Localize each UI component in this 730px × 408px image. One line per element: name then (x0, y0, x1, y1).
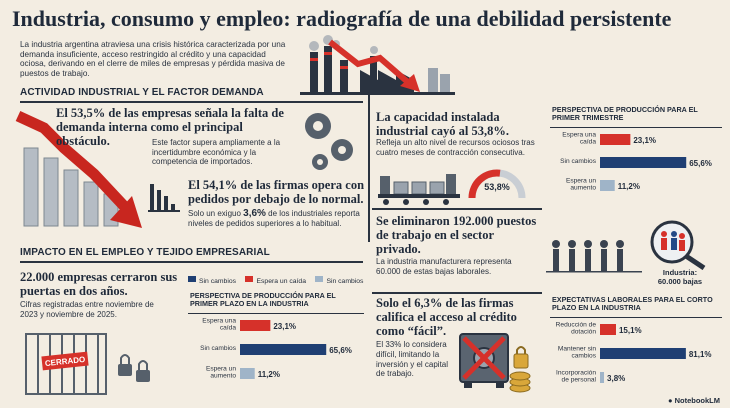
bar-value-label: 3,8% (607, 374, 625, 383)
bar-value-label: 11,2% (618, 182, 640, 191)
bar-category-label: Mantener sin cambios (558, 345, 597, 359)
bar-value-label: 23,1% (633, 136, 656, 145)
stat-orders-big: El 54,1% de las firmas opera con pedidos… (188, 178, 365, 206)
bar-value-label: 65,6% (689, 159, 712, 168)
locked-safe-icon (459, 333, 531, 393)
section-heading-employment: IMPACTO EN EL EMPLEO Y TEJIDO EMPRESARIA… (20, 247, 270, 258)
capacity-big: La capacidad instalada industrial cayó a… (376, 110, 509, 138)
chimney-2 (324, 46, 332, 92)
chimney-4 (370, 56, 377, 92)
legend-item: Espera un caída (256, 278, 306, 285)
legend-swatch (315, 275, 324, 282)
jobs-badge: Industria: 60.000 bajas (657, 268, 703, 286)
legend-swatch (188, 275, 196, 282)
intro-paragraph: La industria argentina atraviesa una cri… (20, 40, 286, 78)
chart-panel-labor: EXPECTATIVAS LABORALES PARA EL CORTO PLA… (550, 295, 722, 394)
chart-legend: Sin cambios Espera un caída Sin cambios (188, 270, 368, 288)
bar-value-label: 65,6% (329, 346, 352, 355)
rule-credit (372, 292, 542, 294)
chart-panel-q1: PERSPECTIVA DE PRODUCCIÓN PARA EL PRIMER… (550, 105, 722, 202)
chart-labor-svg: Reducción de dotación 15,1% Mantener sin cam… (556, 321, 712, 383)
stat-demand-big: El 53,5% de las empresas señala la falta… (56, 106, 284, 148)
capacity-gauge: 53,8% (468, 169, 526, 199)
bar-value-label: 81,1% (689, 350, 712, 359)
bar-category-label: Espera una caída (562, 131, 596, 145)
chart-title: PERSPECTIVA DE PRODUCCIÓN PARA EL PRIMER… (552, 105, 698, 123)
bar (600, 134, 631, 145)
brand-logo: ● NotebookLM (667, 396, 720, 405)
bar (600, 180, 615, 191)
low-orders-bar-icon (148, 184, 180, 212)
bar (600, 157, 687, 168)
factory-illustration (300, 35, 455, 95)
bar (600, 372, 605, 383)
capacity-small: Refleja un alto nivel de recursos ocioso… (376, 138, 535, 157)
bar-category-label: Sin cambios (200, 345, 237, 352)
chart-q1-svg: Espera una caída 23,1% Sin cambios 65,6% Espe… (560, 131, 712, 191)
bar-category-label: Reducción de dotación (556, 321, 597, 335)
stat-demand-small: Este factor supera ampliamente a la ince… (152, 138, 281, 167)
magnifier-workers-icon (650, 220, 706, 270)
legend-item: Sin cambios (199, 278, 237, 285)
bar-value-label: 15,1% (619, 326, 642, 335)
legend-item: Sin cambios (326, 278, 364, 285)
section-rule-2 (20, 261, 363, 263)
page-title: Industria, consumo y empleo: radiografía… (12, 6, 672, 31)
brand-text: NotebookLM (674, 396, 720, 405)
bar (600, 324, 616, 335)
divider-vertical (368, 92, 370, 242)
closed-big: 22.000 empresas cerraron sus puertas en … (20, 270, 178, 298)
section-rule (20, 101, 363, 103)
production-line-icon (378, 174, 460, 205)
credit-small: El 33% lo considera difícil, limitando l… (376, 340, 449, 379)
closed-gate-icon: CERRADO (25, 333, 150, 395)
stat-orders-small: Solo un exiguo 3,6% de los industriales … (188, 208, 360, 229)
gauge-fill (468, 169, 501, 199)
credit-big: Solo el 6,3% de las firmas califica el a… (376, 296, 517, 338)
jobs-big: Se eliminaron 192.000 puestos de trabajo… (376, 214, 537, 256)
highlight-value: 3,6% (243, 208, 266, 219)
bar (240, 344, 327, 355)
closed-sign: CERRADO (44, 355, 85, 368)
chart-title: EXPECTATIVAS LABORALES PARA EL CORTO PLA… (552, 295, 713, 313)
bar-value-label: 11,2% (258, 370, 280, 379)
bar (600, 348, 686, 359)
bar-category-label: Espera una caída (202, 317, 236, 331)
people-leaving-icon (546, 240, 642, 273)
section-heading-activity: ACTIVIDAD INDUSTRIAL Y EL FACTOR DEMANDA (20, 87, 264, 98)
legend-swatch (245, 275, 254, 282)
chimney-1 (310, 52, 318, 92)
down-trend-arrow (328, 39, 412, 87)
closed-small: Cifras registradas entre noviembre de 20… (20, 300, 154, 319)
bar-category-label: Espera un aumento (566, 177, 596, 191)
chart-title: PERSPECTIVA DE PRODUCCIÓN PARA EL PRIMER… (190, 291, 336, 309)
bar (240, 368, 255, 379)
bar-category-label: Espera un aumento (206, 365, 236, 379)
bar-category-label: Sin cambios (560, 158, 597, 165)
chart-industry-svg: Espera una caída 23,1% Sin cambios 65,6% Espe… (200, 317, 352, 379)
bar (240, 320, 271, 331)
chimney-3 (340, 60, 348, 92)
gears-icon (305, 113, 353, 170)
bar-category-label: Incorporación de personal (556, 369, 596, 383)
jobs-small: La industria manufacturera representa 60… (376, 257, 512, 276)
gauge-label: 53,8% (484, 182, 510, 192)
chart-panel-industry: PERSPECTIVA DE PRODUCCIÓN PARA EL PRIMER… (188, 291, 364, 392)
bar-value-label: 23,1% (273, 322, 296, 331)
rule-jobs (372, 208, 542, 210)
declining-arrow-chart-icon (15, 111, 142, 228)
